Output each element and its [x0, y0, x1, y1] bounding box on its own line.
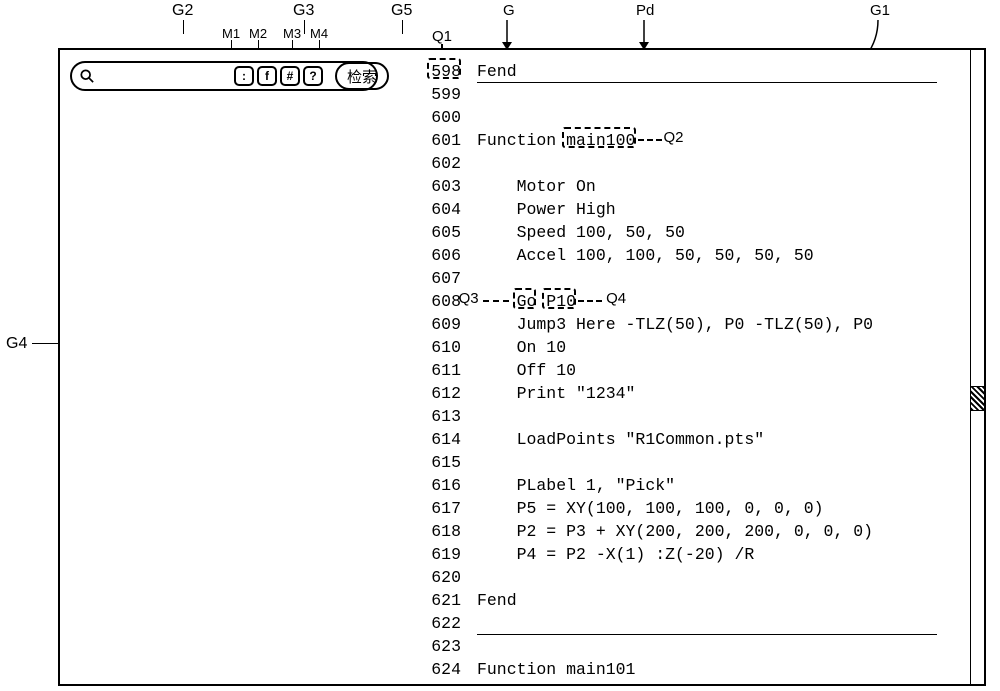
code-line[interactable] — [477, 83, 970, 106]
code-line[interactable]: Fend — [477, 589, 970, 612]
callout-m3: M3 — [283, 26, 301, 41]
line-number: 614 — [425, 428, 461, 451]
code-line[interactable]: Accel 100, 100, 50, 50, 50, 50 — [477, 244, 970, 267]
line-number: 620 — [425, 566, 461, 589]
q2-connector — [638, 139, 662, 141]
callout-g2: G2 — [172, 2, 193, 20]
callout-g4: G4 — [6, 335, 27, 353]
separator-line — [477, 634, 937, 635]
code-line[interactable]: Off 10 — [477, 359, 970, 382]
arrow-pd — [636, 20, 652, 50]
line-number: 622 — [425, 612, 461, 635]
line-number: 616 — [425, 474, 461, 497]
code-line[interactable] — [477, 612, 970, 635]
code-line[interactable]: Go P10 — [477, 290, 970, 313]
code-line[interactable]: Fend — [477, 60, 970, 83]
code-area[interactable]: Fend Function main100 Motor On Power High… — [469, 60, 970, 684]
line-number: 606 — [425, 244, 461, 267]
code-line[interactable]: LoadPoints "R1Common.pts" — [477, 428, 970, 451]
code-line[interactable]: Print "1234" — [477, 382, 970, 405]
line-number: 624 — [425, 658, 461, 681]
search-input[interactable] — [102, 68, 376, 84]
line-number: 612 — [425, 382, 461, 405]
code-line[interactable] — [477, 152, 970, 175]
q4-connector — [578, 300, 602, 302]
line-number: 608 — [425, 290, 461, 313]
code-line[interactable]: Speed 100, 50, 50 — [477, 221, 970, 244]
code-line[interactable] — [477, 635, 970, 658]
line-number: 615 — [425, 451, 461, 474]
code-line[interactable]: Jump3 Here -TLZ(50), P0 -TLZ(50), P0 — [477, 313, 970, 336]
arrow-g — [499, 20, 515, 50]
code-line[interactable] — [477, 106, 970, 129]
g4-connector — [32, 343, 58, 344]
code-line[interactable] — [477, 566, 970, 589]
line-number: 610 — [425, 336, 461, 359]
code-line[interactable]: P5 = XY(100, 100, 100, 0, 0, 0) — [477, 497, 970, 520]
line-number: 613 — [425, 405, 461, 428]
search-box[interactable] — [70, 61, 378, 91]
line-number: 611 — [425, 359, 461, 382]
line-number: 619 — [425, 543, 461, 566]
line-number: 607 — [425, 267, 461, 290]
code-line[interactable]: P2 = P3 + XY(200, 200, 200, 0, 0, 0) — [477, 520, 970, 543]
line-number: 605 — [425, 221, 461, 244]
search-icon — [80, 69, 94, 83]
main-frame: : f # ? 检索 59859960060160260360460560660… — [58, 48, 986, 686]
line-gutter: 5985996006016026036046056066076086096106… — [425, 60, 469, 684]
callout-g3: G3 — [293, 2, 314, 20]
callout-m2: M2 — [249, 26, 267, 41]
line-number: 621 — [425, 589, 461, 612]
line-number: 623 — [425, 635, 461, 658]
editor[interactable]: 5985996006016026036046056066076086096106… — [425, 60, 970, 684]
line-number: 601 — [425, 129, 461, 152]
line-number: 599 — [425, 83, 461, 106]
code-line[interactable]: P4 = P2 -X(1) :Z(-20) /R — [477, 543, 970, 566]
line-number: 598 — [425, 60, 461, 83]
callout-q1: Q1 — [432, 28, 452, 45]
line-number: 602 — [425, 152, 461, 175]
line-number: 609 — [425, 313, 461, 336]
canvas: G2 G3 G5 G Pd G1 M1 M2 M3 M4 Q1 G4 — [0, 0, 1000, 691]
line-number: 600 — [425, 106, 461, 129]
callout-pd: Pd — [636, 2, 654, 19]
separator-line — [477, 82, 937, 83]
line-number: 618 — [425, 520, 461, 543]
callout-q4: Q4 — [606, 290, 626, 307]
line-number: 603 — [425, 175, 461, 198]
callout-m1: M1 — [222, 26, 240, 41]
code-line[interactable]: Function main101 — [477, 658, 970, 681]
code-line[interactable]: On 10 — [477, 336, 970, 359]
callout-q2: Q2 — [664, 129, 684, 146]
code-line[interactable]: Power High — [477, 198, 970, 221]
callout-g1: G1 — [870, 2, 890, 19]
callout-g5: G5 — [391, 2, 412, 20]
callout-q3: Q3 — [459, 290, 479, 307]
line-number: 617 — [425, 497, 461, 520]
code-line[interactable] — [477, 405, 970, 428]
code-line[interactable] — [477, 267, 970, 290]
code-line[interactable] — [477, 451, 970, 474]
callout-m4: M4 — [310, 26, 328, 41]
scrollbar[interactable] — [970, 50, 984, 684]
code-line[interactable]: Function main100 — [477, 129, 970, 152]
line-number: 604 — [425, 198, 461, 221]
callout-g: G — [503, 2, 515, 19]
code-line[interactable]: Motor On — [477, 175, 970, 198]
q3-connector — [483, 300, 509, 302]
code-line[interactable]: PLabel 1, "Pick" — [477, 474, 970, 497]
scroll-thumb[interactable] — [971, 386, 984, 411]
